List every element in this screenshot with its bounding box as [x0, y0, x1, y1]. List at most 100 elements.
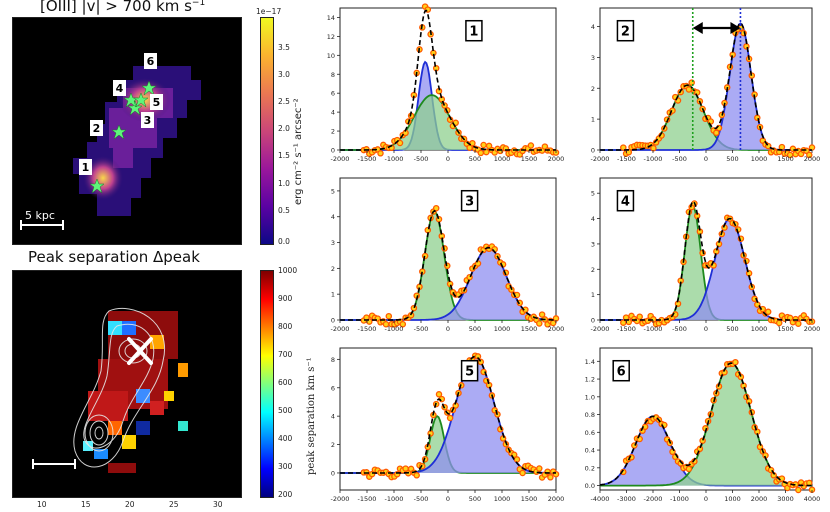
y-tick-label: 1 — [591, 291, 595, 299]
y-tick-label: 1.0 — [585, 393, 595, 401]
cb2-tick: 200 — [278, 490, 293, 499]
panel-frame — [599, 177, 813, 321]
x-tick-label: -500 — [414, 325, 429, 333]
region-labels: 1 2 3 4 5 6 — [79, 53, 163, 175]
y-tick-label: 4 — [591, 215, 595, 223]
map1-title: [OIII] |v| > 700 km s−1 — [40, 0, 206, 15]
x-tick-label: -2000 — [591, 155, 610, 163]
y-tick-label: 1.4 — [585, 358, 595, 366]
x-tick-label: -500 — [414, 495, 429, 503]
y-tick-label: 2 — [331, 265, 335, 273]
panel-number: 6 — [617, 365, 626, 380]
y-tick-label: 0 — [331, 317, 335, 325]
x-tick-label: 2000 — [804, 325, 821, 333]
scale-bar-2 — [32, 459, 76, 469]
x-tick-label: 2000 — [751, 495, 768, 503]
region-markers — [89, 80, 157, 194]
oiii-map-image: 1 2 3 4 5 6 5 kpc — [20, 53, 201, 230]
x-tick-label: -2000 — [591, 325, 610, 333]
data-point — [547, 474, 554, 481]
y-tick-label: 6 — [331, 90, 335, 98]
y-tick-label: 0.6 — [585, 429, 595, 437]
data-point — [399, 320, 407, 328]
star-marker-2 — [111, 124, 127, 140]
oiii-colorbar — [260, 17, 274, 245]
y-tick-label: 1 — [331, 291, 335, 299]
region-label-2: 2 — [93, 122, 101, 135]
x-tick-label: -1000 — [644, 325, 663, 333]
x-tick-label: 1500 — [777, 325, 794, 333]
x-tick-label: 0 — [704, 495, 708, 503]
x-tick-label: 1000 — [494, 495, 511, 503]
x-tick-label: -1000 — [385, 325, 404, 333]
y-tick-label: 0.0 — [585, 482, 595, 490]
cb2-tick: 1000 — [278, 266, 298, 275]
cb1-tick: 1.0 — [278, 179, 290, 188]
y-tick-label: 1.2 — [585, 376, 595, 384]
y-tick-label: 4 — [331, 413, 335, 421]
cb1-tick: 3.5 — [278, 43, 290, 52]
data-point — [519, 469, 526, 477]
y-tick-label: 3 — [591, 240, 595, 248]
data-point — [795, 486, 802, 494]
region-label-6: 6 — [147, 55, 155, 68]
data-point — [764, 308, 772, 316]
green-component-fill — [600, 363, 812, 486]
panel-number-box — [460, 189, 479, 212]
data-point — [432, 204, 440, 212]
x-tick-label: -500 — [672, 325, 687, 333]
x-tick-label: 500 — [469, 495, 481, 503]
y-tick-label: 3 — [331, 239, 335, 247]
map2-title: Peak separation Δpeak — [28, 248, 200, 266]
x-tick-label: 1000 — [494, 325, 511, 333]
data-point — [536, 465, 543, 472]
cb2-tick: 900 — [278, 294, 293, 303]
x-tick-label: -2000 — [331, 495, 350, 503]
x-tick-label: 2000 — [804, 155, 821, 163]
spectrum-panel-1: -2000 -1500 -1000 -500 0 500 1000 1500 2000 0 2 4 6 8… — [327, 3, 565, 163]
x-tick-label: 0 — [704, 155, 708, 163]
star-marker-3 — [127, 100, 143, 116]
y-tick-label: 0 — [591, 317, 595, 325]
emission-core-south — [83, 156, 123, 200]
total-fit-line — [600, 200, 812, 321]
y-tick-label: 4 — [591, 23, 595, 31]
observed-points — [620, 358, 816, 494]
cb1-tick: 2.0 — [278, 124, 290, 133]
panel-number: 2 — [621, 25, 630, 40]
x-tick-label: 2000 — [548, 155, 565, 163]
x-tick-label: -1000 — [670, 495, 689, 503]
y-tick-label: 14 — [327, 14, 335, 22]
total-fit-line — [340, 9, 556, 151]
map2-x-tick: 15 — [81, 500, 91, 509]
data-point — [636, 313, 643, 320]
flux-contours — [73, 307, 166, 468]
y-tick-label: 8 — [331, 356, 335, 364]
blue-component-fill — [340, 356, 556, 473]
data-point — [713, 129, 720, 137]
data-point — [480, 141, 487, 149]
x-tick-label: 500 — [726, 325, 738, 333]
panel-number: 4 — [621, 195, 630, 210]
y-tick-label: 0 — [591, 147, 595, 155]
region-label-5: 5 — [153, 96, 161, 109]
data-point — [435, 215, 443, 223]
data-point — [377, 150, 384, 157]
x-tick-label: 4000 — [804, 495, 821, 503]
cb1-tick: 0.0 — [278, 237, 290, 246]
y-tick-label: 4 — [331, 213, 335, 221]
data-point — [650, 144, 657, 152]
panel-number: 5 — [465, 365, 474, 380]
y-tick-label: 8 — [331, 71, 335, 79]
cb1-tick: 1.5 — [278, 151, 290, 160]
x-tick-label: 1500 — [521, 495, 538, 503]
data-point — [396, 139, 404, 147]
data-point — [536, 320, 543, 327]
x-tick-label: -3000 — [617, 495, 636, 503]
y-tick-label: 3 — [591, 54, 595, 62]
data-point — [685, 465, 693, 473]
cb1-tick: 0.5 — [278, 206, 290, 215]
x-tick-label: 0 — [446, 155, 450, 163]
star-marker-5 — [133, 92, 149, 108]
